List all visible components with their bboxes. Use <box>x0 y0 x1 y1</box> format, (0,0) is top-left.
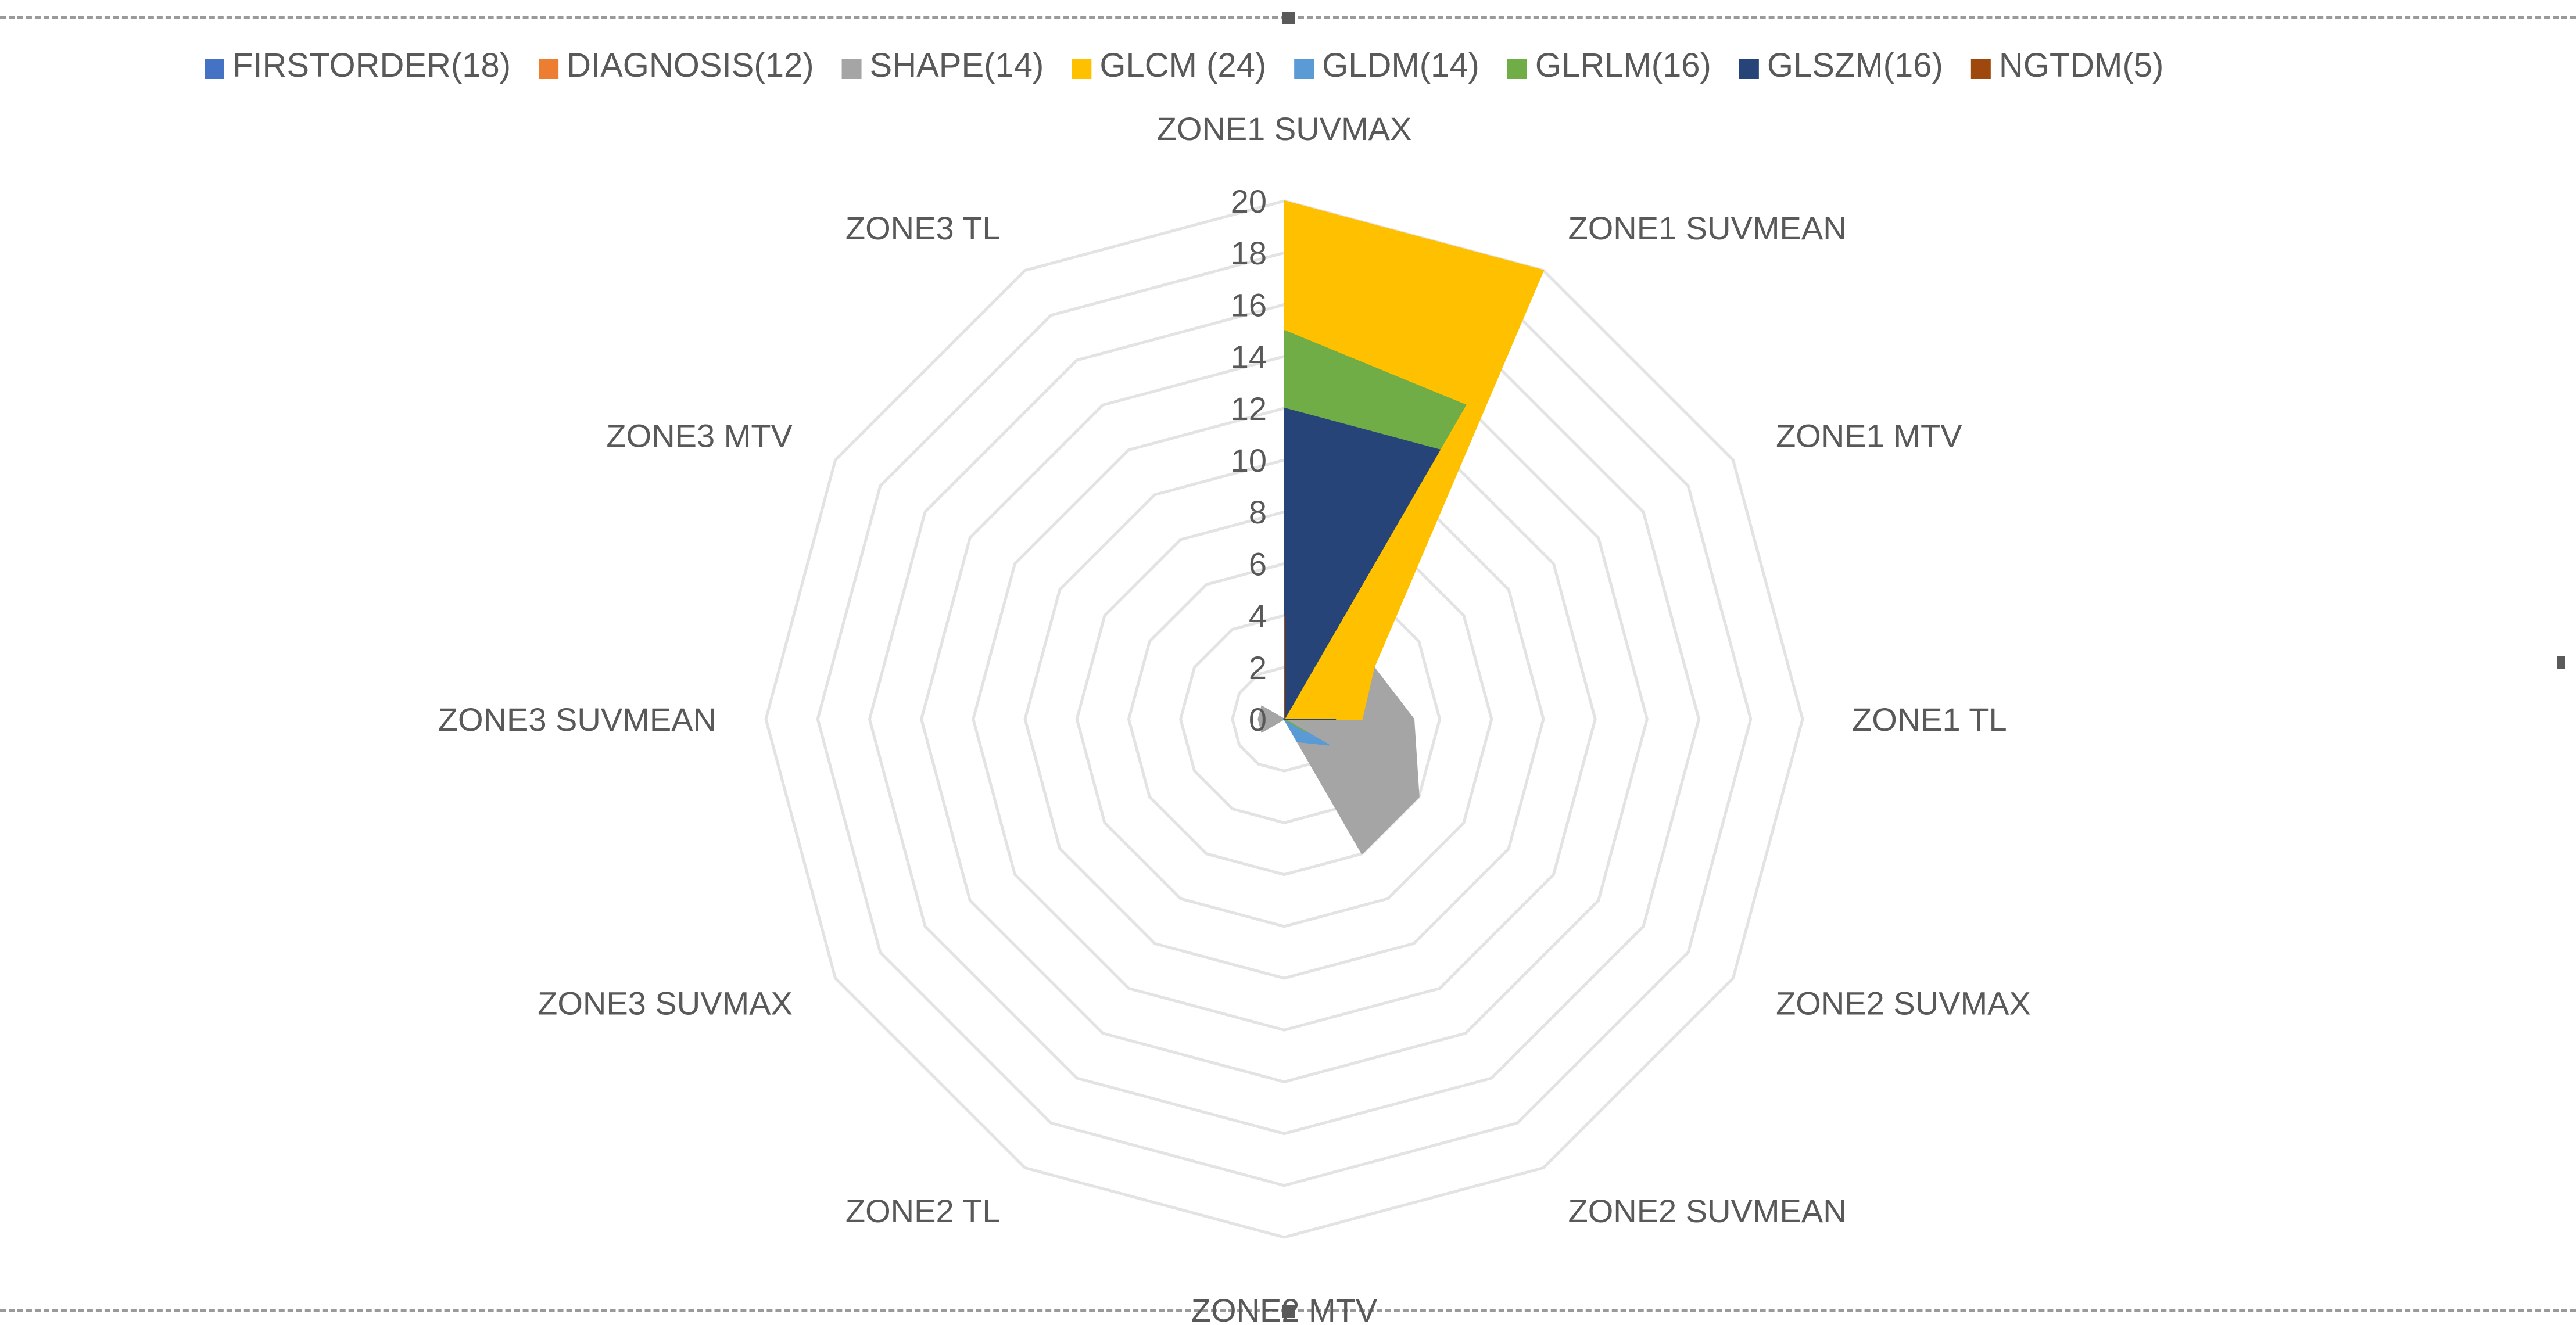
axis-label-10: ZONE3 SUVMEAN <box>438 701 716 738</box>
tick-label-14: 14 <box>1231 339 1267 375</box>
resize-handle-top[interactable] <box>1282 12 1295 24</box>
legend-label-2: DIAGNOSIS(12) <box>567 46 814 84</box>
grid-ring-18 <box>816 251 1753 1187</box>
axis-label-3: ZONE1 MTV <box>1776 418 1962 454</box>
tick-label-12: 12 <box>1231 390 1267 427</box>
legend-label-1: FIRSTORDER(18) <box>232 46 511 84</box>
tick-label-0: 0 <box>1249 701 1267 738</box>
axis-label-4: ZONE1 TL <box>1852 701 2007 738</box>
legend-swatch-7 <box>1739 59 1759 79</box>
legend-swatch-6 <box>1507 59 1527 79</box>
tick-label-6: 6 <box>1249 545 1267 582</box>
legend-label-7: GLSZM(16) <box>1767 46 1943 84</box>
tick-label-8: 8 <box>1249 494 1267 530</box>
radar-grid <box>764 199 1804 1239</box>
grid-ring-8 <box>1075 510 1493 928</box>
grid-ring-12 <box>972 407 1597 1032</box>
axis-label-11: ZONE3 MTV <box>606 418 793 454</box>
tick-label-10: 10 <box>1231 442 1267 479</box>
legend-label-6: GLRLM(16) <box>1535 46 1711 84</box>
axis-labels: ZONE1 SUVMAX ZONE1 SUVMEAN ZONE1 MTV ZONE1 … <box>438 110 2031 1325</box>
tick-label-16: 16 <box>1231 286 1267 323</box>
grid-ring-6 <box>1127 562 1442 877</box>
grid-ring-14 <box>920 355 1649 1083</box>
axis-label-5: ZONE2 SUVMAX <box>1776 985 2031 1022</box>
legend-swatch-5 <box>1294 59 1314 79</box>
grid-ring-10 <box>1023 458 1545 980</box>
resize-handle-right[interactable] <box>2557 656 2565 669</box>
legend-swatch-3 <box>841 59 862 79</box>
axis-label-1: ZONE1 SUVMAX <box>1157 110 1412 147</box>
resize-handle-bottom[interactable] <box>1282 1305 1295 1318</box>
legend-swatch-1 <box>205 59 224 79</box>
axis-label-7: ZONE2 MTV <box>1191 1292 1378 1325</box>
axis-label-8: ZONE2 TL <box>845 1193 1001 1229</box>
radial-ticks: 0 2 4 6 8 10 12 14 16 18 20 <box>1231 183 1267 738</box>
legend-label-4: GLCM (24) <box>1099 46 1266 84</box>
legend-swatch-2 <box>539 59 559 79</box>
tick-label-2: 2 <box>1249 649 1267 686</box>
legend-label-5: GLDM(14) <box>1322 46 1479 84</box>
tick-label-20: 20 <box>1231 183 1267 220</box>
legend-label-8: NGTDM(5) <box>1999 46 2164 84</box>
tick-label-4: 4 <box>1249 598 1267 634</box>
legend: FIRSTORDER(18) DIAGNOSIS(12) SHAPE(14) GLCM… <box>205 46 2163 84</box>
grid-ring-16 <box>868 303 1701 1136</box>
legend-swatch-4 <box>1072 59 1092 79</box>
legend-swatch-8 <box>1970 59 1991 79</box>
tick-label-18: 18 <box>1231 235 1267 271</box>
axis-label-9: ZONE3 SUVMAX <box>538 985 793 1022</box>
axis-label-6: ZONE2 SUVMEAN <box>1568 1193 1847 1229</box>
radar-series <box>1257 200 1545 855</box>
axis-label-12: ZONE3 TL <box>845 210 1001 246</box>
axis-label-2: ZONE1 SUVMEAN <box>1568 210 1847 246</box>
grid-ring-20 <box>764 199 1804 1239</box>
legend-label-3: SHAPE(14) <box>870 46 1044 84</box>
